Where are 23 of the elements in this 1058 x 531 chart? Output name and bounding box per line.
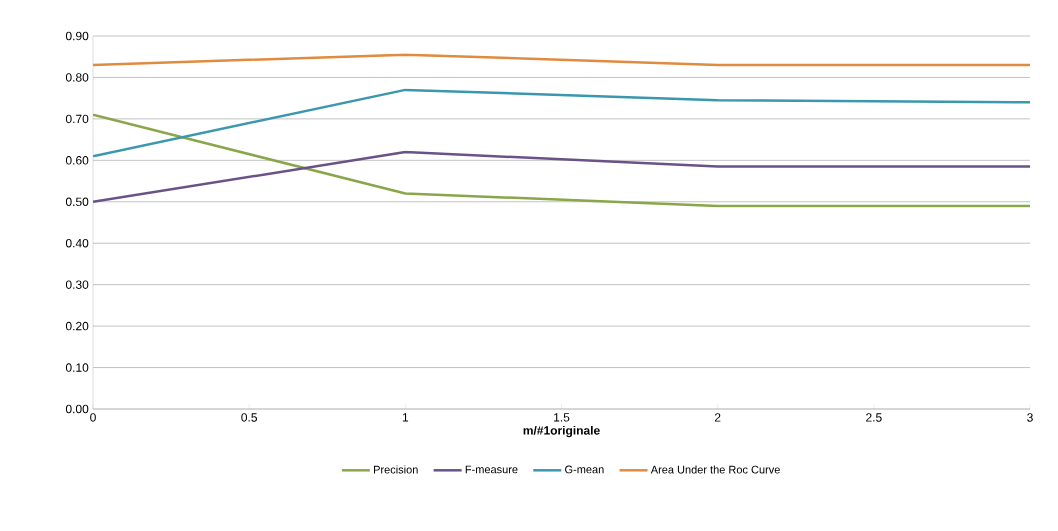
x-tick-label: 2 (714, 413, 721, 422)
y-tick-label: 0.90 (65, 31, 89, 41)
y-tick-label: 0.30 (65, 280, 89, 289)
legend-label: Area Under the Roc Curve (650, 465, 780, 474)
y-tick-label: 0.40 (65, 238, 89, 248)
legend-label: Precision (374, 465, 418, 474)
legend-label: F-measure (465, 465, 518, 474)
y-tick-label: 0.20 (65, 321, 89, 331)
x-tick-label: 1 (402, 413, 409, 422)
y-tick-label: 0.10 (65, 363, 89, 372)
y-tick-label: 0.50 (65, 197, 89, 207)
y-tick-label: 0.80 (65, 73, 89, 82)
legend-label: G-mean (565, 465, 604, 474)
x-tick-label: 0 (90, 413, 96, 422)
y-tick-label: 0.60 (65, 156, 89, 165)
x-tick-label: 0.5 (241, 413, 257, 422)
x-tick-label: 3 (1027, 413, 1033, 422)
line-series (93, 88, 1030, 158)
y-tick-label: 0.00 (65, 404, 89, 414)
y-tick-label: 0.70 (65, 114, 89, 124)
x-tick-label: 2.5 (866, 413, 882, 422)
x-axis-title: m/#1originale (523, 425, 600, 438)
x-tick-label: 1.5 (554, 413, 570, 422)
